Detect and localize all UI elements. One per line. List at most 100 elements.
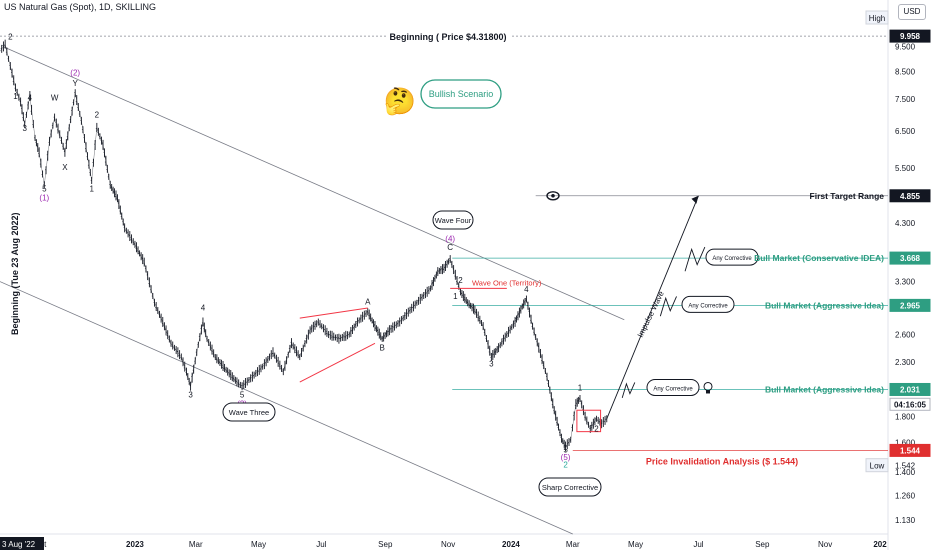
wave-label: 2 [458,276,463,285]
any-corrective-callout-1-frame [705,248,759,266]
x-tick-label: Jul [693,540,703,549]
any-corrective-callout-2-frame [681,295,735,313]
price-badge-bg-4 [889,382,931,396]
wave-label: 2 [8,33,13,42]
price-badge-1: 4.855 [900,192,921,201]
price-badge-6: 1.544 [900,446,921,455]
sharp-corrective-callout-frame [538,477,602,497]
price-axis-background [888,0,932,550]
x-tick-label: May [251,540,266,549]
y-tick-label: 5.500 [895,164,916,173]
sharp-corrective-callout: Sharp Corrective [538,477,602,497]
wave-label: 4 [201,303,206,312]
wave-label: 5 [563,445,568,454]
high-badge: High [869,14,885,23]
y-tick-label: 3.300 [895,278,916,287]
x-tick-label: 2024 [502,540,520,549]
price-series [0,39,608,452]
channel-lower-line [0,281,573,535]
bullish-scenario-callout: Bullish Scenario [420,79,502,109]
triangle-lower-line [299,342,376,383]
wave-label: 3 [22,124,27,133]
lightbulb-icon [703,381,713,394]
wave-label: 4 [524,285,529,294]
wave-label: 3 [489,360,494,369]
wave-one-territory-label: Wave One (Territory) [472,278,542,287]
wave-four-callout: Wave Four [432,210,474,230]
wave-three-callout-frame [222,402,276,422]
bull-aggressive-label-2: Bull Market (Aggressive Idea) [765,384,884,394]
y-tick-label: 4.300 [895,219,916,228]
wave-label: W [51,94,59,103]
y-tick-label: 8.500 [895,67,916,76]
wave-label: (5) [561,453,571,462]
y-tick-label: 1.130 [895,516,916,525]
vertical-beginning-label: Beginning (Tue 23 Aug 2022) [10,212,20,335]
symbol-title: US Natural Gas (Spot), 1D, SKILLING [4,2,157,12]
wave-three-callout-text: Wave Three [229,408,269,417]
bull-conservative-label: Bull Market (Conservative IDEA) [754,253,884,263]
sharp-corrective-callout-text: Sharp Corrective [542,483,598,492]
x-tick-label: Oct [34,540,47,549]
wave-four-callout-frame [432,210,474,230]
any-corrective-callout-3-text: Any Corrective [653,386,693,392]
corrective-zigzag-1 [659,296,677,317]
y-tick-label: 1.600 [895,438,916,447]
bullish-scenario-callout-frame [420,79,502,109]
bullish-scenario-callout-text: Bullish Scenario [429,89,494,99]
consolidation-box [576,409,602,433]
wave-label: 1 [13,92,18,101]
wave-label: 3 [188,390,193,399]
y-tick-label: 2.600 [895,331,916,340]
wave-label: (2) [70,68,80,77]
wave-label: (1) [39,194,49,203]
y-tick-label: 1.260 [895,492,916,501]
wave-label: X [62,163,68,172]
x-tick-label: Nov [818,540,832,549]
impulse-arrow-line [606,195,699,419]
eye-icon-outline [546,191,560,201]
y-tick-label: 1.400 [895,468,916,477]
price-badge-5: 04:16:05 [894,400,927,409]
corrective-zigzag-2 [621,382,636,399]
x-tick-label: 3 Aug '22 [2,540,36,549]
beginning-price-bg [386,29,510,43]
wave-label: 1 [89,184,94,193]
low-value-label: 1.542 [895,462,916,471]
wave-label: A [365,297,371,306]
bull-aggressive-label-1: Bull Market (Aggressive Idea) [765,300,884,310]
wave-label: 1 [453,292,458,301]
eye-icon-pupil [551,193,555,198]
invalidation-label: Price Invalidation Analysis ($ 1.544) [646,456,798,466]
wave-label: 5 [240,390,245,399]
low-badge-bg [865,458,889,473]
corrective-zigzag-0 [684,246,706,272]
impulse-wave-label: Impulse Wave [636,289,666,339]
wave-label: (4) [445,235,455,244]
wave-label: 5 [42,184,47,193]
price-badge-bg-5 [889,397,931,411]
y-tick-label: 2.300 [895,358,916,367]
wave-label: C [447,243,453,252]
x-tick-label: Nov [441,540,455,549]
price-badge-bg-6 [889,443,931,457]
any-corrective-callout-2: Any Corrective [681,295,735,313]
wave-label: 1 [578,384,583,393]
currency-selector[interactable]: USD [898,4,926,20]
any-corrective-callout-2-text: Any Corrective [688,303,728,309]
price-badge-bg-1 [889,189,931,203]
y-tick-label: 9.500 [895,43,916,52]
high-badge-bg [865,10,889,25]
beginning-price-label: Beginning ( Price $4.31800) [389,32,506,42]
wave-label: B [380,344,385,353]
x-tick-label: Sep [378,540,393,549]
y-tick-label: 7.500 [895,95,916,104]
first-target-label: First Target Range [810,191,885,201]
lightbulb-icon-base [706,390,710,394]
x-tick-label: Sep [755,540,770,549]
wave-three-callout: Wave Three [222,402,276,422]
any-corrective-callout-3: Any Corrective [646,378,700,396]
wave-label: 4 [28,94,33,103]
